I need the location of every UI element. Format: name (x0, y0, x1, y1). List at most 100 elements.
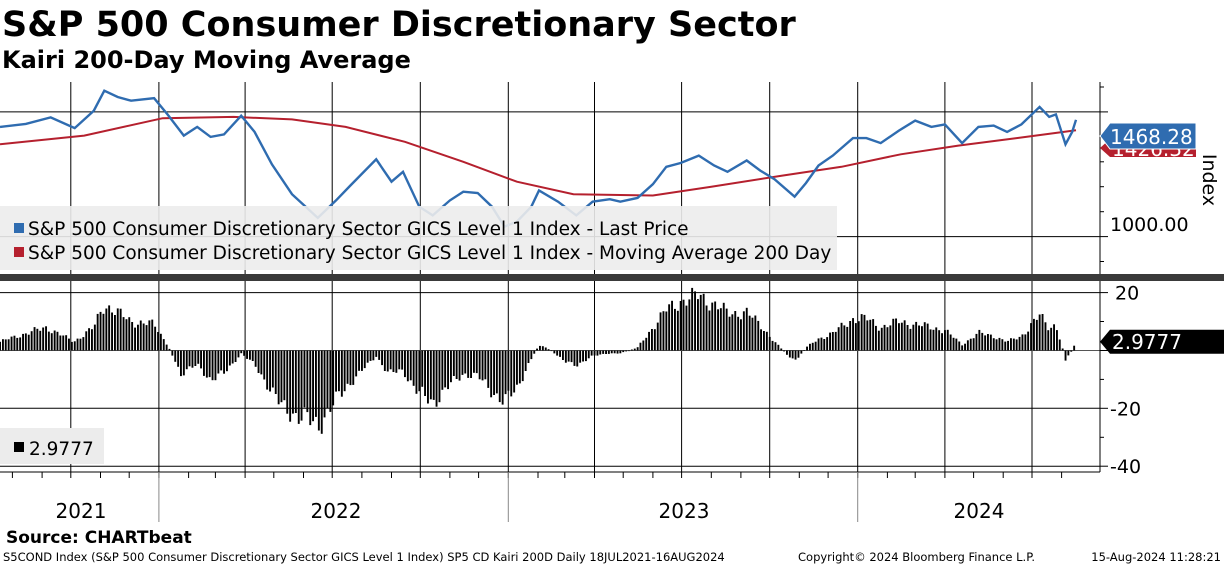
kairi-bar (659, 312, 662, 351)
kairi-bar (59, 335, 62, 351)
kairi-bar (424, 350, 426, 396)
kairi-bar (610, 350, 613, 354)
kairi-bar (444, 350, 447, 388)
kairi-bar (251, 350, 254, 361)
kairi-bar (665, 311, 668, 351)
x-label-2023: 2023 (659, 499, 710, 523)
kairi-bar (656, 322, 659, 351)
x-label-2022: 2022 (311, 499, 362, 523)
kairi-bar (22, 333, 24, 351)
kairi-bar (1007, 340, 1009, 351)
kairi-bar (1030, 323, 1032, 351)
kairi-bar (570, 350, 573, 363)
kairi-bar (1035, 319, 1038, 351)
kairi-bar (470, 350, 472, 378)
kairi-bar (742, 311, 745, 351)
kairi-bar (946, 329, 949, 351)
kairi-bar (1018, 336, 1021, 351)
kairi-bar (174, 350, 177, 362)
kairi-bar (412, 350, 415, 386)
kairi-bar (633, 348, 636, 351)
kairi-bar (234, 350, 237, 362)
kairi-bar (102, 313, 105, 351)
kairi-bar (671, 300, 673, 351)
upper-legend-box (0, 206, 837, 270)
kairi-bar (1024, 334, 1027, 351)
kairi-bar (987, 334, 989, 351)
lower-legend-swatch (14, 442, 24, 452)
kairi-bar (340, 350, 343, 397)
kairi-bar (1010, 338, 1012, 351)
kairi-bar (162, 339, 165, 351)
kairi-bar (852, 318, 854, 351)
kairi-bar (493, 350, 495, 395)
kairi-bar (1067, 350, 1070, 356)
footer-copyright: Copyright© 2024 Bloomberg Finance L.P. (798, 550, 1035, 564)
kairi-bar (952, 337, 955, 351)
x-label-2021: 2021 (56, 499, 107, 523)
kairi-bar (587, 350, 590, 359)
kairi-bar (751, 317, 754, 351)
kairi-bar (1073, 345, 1076, 351)
ma200-line (0, 115, 1077, 197)
kairi-bar (797, 350, 800, 358)
kairi-bar (269, 350, 271, 392)
kairi-bar (332, 350, 335, 406)
kairi-bar (559, 350, 561, 357)
footer-timestamp: 15-Aug-2024 11:28:21 (1091, 550, 1221, 564)
price-tag-shape (1099, 122, 1197, 150)
kairi-bar (944, 330, 946, 351)
kairi-bar (820, 337, 823, 351)
kairi-bar (777, 344, 780, 351)
kairi-bar (194, 350, 197, 366)
kairi-bar (217, 350, 220, 374)
kairi-bar (1004, 341, 1007, 351)
footer-description: S5COND Index (S&P 500 Consumer Discretio… (3, 550, 725, 564)
kairi-bar (593, 350, 596, 356)
kairi-bar (541, 346, 544, 351)
kairi-bar (427, 350, 429, 404)
kairi-bar (653, 329, 656, 351)
kairi-bar (237, 350, 240, 358)
kairi-bar (151, 319, 154, 351)
kairi-bar (694, 291, 696, 351)
kairi-bar (599, 350, 602, 355)
kairi-bar (56, 331, 59, 351)
kairi-bar (921, 326, 923, 351)
kairi-bar (831, 332, 834, 351)
kairi-bar (4, 339, 7, 351)
kairi-bar (154, 326, 157, 351)
kairi-bar (490, 350, 493, 398)
legend-swatch-price (14, 223, 24, 233)
kairi-bar (111, 312, 113, 351)
source-label: Source: CHARTbeat (6, 528, 192, 548)
kairi-bar (651, 329, 653, 351)
kairi-bar (780, 348, 783, 351)
kairi-bar (691, 287, 694, 351)
kairi-bar (1053, 324, 1055, 351)
kairi-bar (297, 350, 300, 424)
kairi-bar (923, 322, 926, 351)
kairi-bar (257, 350, 260, 373)
kairi-bar (949, 334, 952, 351)
kairi-bar (82, 337, 85, 351)
kairi-bar (573, 350, 576, 366)
kairi-bar (228, 350, 231, 366)
panel-divider (0, 274, 1224, 281)
kairi-bar (607, 350, 610, 354)
lower-legend: 2.9777 (0, 428, 104, 464)
kairi-bar (406, 350, 409, 382)
legend-label-ma: S&P 500 Consumer Discretionary Sector GI… (28, 243, 831, 264)
kairi-bar (73, 341, 76, 351)
kairi-bar (277, 350, 280, 405)
kairi-bar (91, 329, 93, 351)
lower-panel: 20 -20 -40 2.9777 2.9777 (0, 281, 1224, 478)
lower-y-ticks (1100, 292, 1108, 467)
kairi-bar (36, 328, 39, 351)
kairi-bar (998, 337, 1001, 351)
kairi-bar (119, 308, 122, 351)
kairi-bar (898, 323, 900, 351)
kairi-bar (829, 332, 831, 351)
kairi-bar (220, 350, 223, 371)
kairi-bar (383, 350, 386, 371)
